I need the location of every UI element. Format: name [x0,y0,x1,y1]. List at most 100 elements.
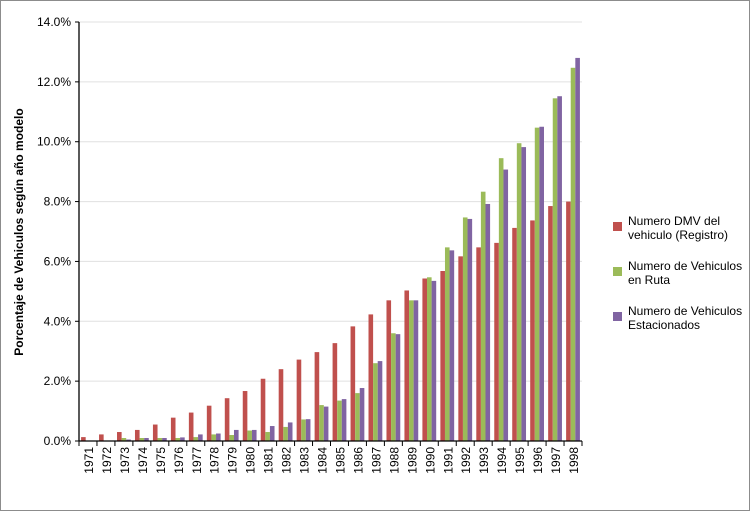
bar-1-1978 [206,405,212,441]
bar-3-1976 [180,437,185,441]
bar-1-1981 [260,378,266,441]
bar-2-1993 [480,191,486,441]
bar-3-1993 [485,203,491,441]
x-tick-label: 1971 [82,447,96,474]
bar-3-1994 [503,169,509,441]
bar-1-1971 [81,437,86,441]
bar-3-1979 [233,429,239,441]
legend-label-1: vehiculo (Registro) [628,228,728,242]
x-tick-labels: 1971 1972 1973 1974 1975 1976 1977 1978 1979 1980… [78,441,583,474]
x-tick-label: 1977 [190,447,204,474]
x-tick-label: 1981 [262,447,276,474]
bar-3-1975 [162,438,167,441]
bar-3-1983 [305,419,311,441]
x-tick-label: 1986 [351,447,365,474]
x-tick-label: 1973 [118,447,132,474]
bar-1-1982 [278,369,284,441]
bar-2-1998 [570,67,576,441]
bar-3-1977 [198,434,203,441]
y-tick-label: 8.0% [44,195,72,209]
bar-2-1977 [193,437,199,441]
bar-1-1977 [188,412,194,441]
x-tick-label: 1972 [100,447,114,474]
bar-2-1986 [355,393,360,441]
bar-3-1987 [377,361,383,441]
bar-3-1985 [341,399,347,441]
bar-3-1982 [287,422,293,441]
bar-1-1990 [422,278,428,441]
bar-2-1984 [319,405,324,441]
y-axis-title: Porcentaje de Vehiculos según año modelo [12,108,26,355]
bar-1-1991 [440,271,445,441]
legend-swatch-3 [613,312,622,321]
bar-2-1975 [157,438,163,441]
y-tick-label: 6.0% [44,254,72,268]
bar-2-1981 [265,432,270,441]
bar-2-1990 [427,277,432,441]
x-tick-label: 1985 [333,447,347,474]
bar-1-1993 [476,247,481,441]
bar-1-1995 [512,227,517,441]
x-tick-label: 1998 [567,447,581,474]
x-tick-label: 1982 [280,447,294,474]
x-tick-label: 1991 [441,447,455,474]
bar-1-1997 [548,206,553,441]
bar-3-1981 [269,426,275,441]
x-tick-label: 1989 [405,447,419,474]
legend-label-2: Numero de Vehiculos [628,259,742,273]
y-tick-labels: 0.0% 2.0% 4.0% 6.0% 8.0% 10.0% 12.0% 14.0% [37,15,79,448]
bar-3-1989 [413,300,419,441]
bar-1-1998 [566,201,571,441]
legend-label-1: Numero DMV del [628,214,720,228]
bar-2-1985 [337,400,342,441]
bar-1-1976 [170,417,176,441]
bar-1-1992 [458,256,463,441]
bar-2-1978 [211,434,217,441]
bar-1-1994 [494,242,499,441]
bar-3-1986 [359,388,365,441]
bar-3-1974 [144,438,149,441]
bar-3-1997 [557,96,562,442]
x-tick-label: 1974 [136,447,150,474]
x-tick-label: 1996 [531,447,545,474]
y-tick-label: 4.0% [44,314,72,328]
bar-2-1997 [552,98,558,441]
bar-2-1991 [444,247,450,441]
y-tick-label: 12.0% [37,75,71,89]
bar-1-1986 [350,326,356,441]
bar-2-1973 [121,438,127,441]
bar-3-1980 [251,429,257,441]
x-tick-label: 1995 [513,447,527,474]
x-tick-label: 1992 [459,447,473,474]
bar-1-1984 [314,352,320,441]
y-tick-label: 14.0% [37,15,71,29]
bar-1-1975 [152,424,158,441]
bar-1-1996 [530,220,535,441]
y-tick-label: 0.0% [44,434,72,448]
x-tick-label: 1987 [369,447,383,474]
bar-2-1995 [516,143,522,442]
bar-2-1994 [498,158,504,442]
legend-swatch-2 [613,267,622,276]
x-tick-label: 1983 [298,447,312,474]
bar-3-1991 [449,250,455,441]
legend-label-3: Estacionados [628,318,700,332]
x-tick-label: 1993 [477,447,491,474]
x-tick-label: 1994 [495,447,509,474]
bar-1-1972 [99,434,104,441]
bar-1-1985 [332,343,338,441]
bar-3-1973 [126,439,131,441]
bar-3-1996 [539,126,544,441]
bar-2-1983 [301,419,306,441]
legend-label-2: en Ruta [628,273,670,287]
bar-3-1992 [467,218,473,441]
bar-2-1980 [247,430,252,441]
bar-1-1989 [404,290,410,441]
x-tick-label: 1980 [244,447,258,474]
bar-2-1992 [462,217,468,441]
legend-swatch-1 [613,222,622,231]
bar-1-1983 [296,359,302,441]
x-tick-label: 1997 [549,447,563,474]
bar-2-1979 [229,435,234,441]
